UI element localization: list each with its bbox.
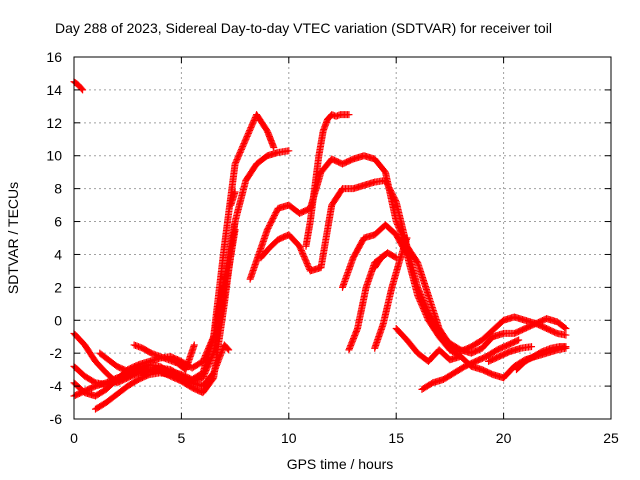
data-point (528, 343, 536, 351)
x-tick-label: 5 (178, 430, 186, 446)
axis-ticks: 0 5 10 15 20 25 -6 -4 -2 0 2 4 6 8 10 12 14 16 (46, 49, 619, 446)
series-arc-18 (418, 336, 523, 393)
y-tick-label: 4 (54, 246, 62, 262)
data-point (457, 352, 465, 360)
y-tick-label: -2 (50, 345, 63, 361)
data-points (70, 78, 570, 413)
y-tick-label: -4 (50, 378, 63, 394)
y-tick-label: 6 (54, 214, 62, 230)
data-point (270, 144, 278, 151)
data-point (562, 325, 570, 332)
data-point (231, 188, 239, 196)
series-arc-8 (130, 341, 198, 374)
data-point (562, 343, 570, 351)
series-arc-12 (302, 111, 353, 250)
y-tick-label: 10 (46, 148, 62, 164)
chart-title: Day 288 of 2023, Sidereal Day-to-day VTE… (55, 20, 552, 36)
y-tick-label: -6 (50, 411, 63, 427)
data-point (513, 337, 521, 345)
y-tick-label: 16 (46, 49, 62, 65)
data-point (391, 196, 399, 204)
data-point (79, 86, 87, 94)
x-tick-label: 25 (603, 430, 619, 446)
series-arc-16 (371, 234, 411, 352)
data-point (403, 234, 411, 242)
y-tick-label: 2 (54, 279, 62, 295)
y-tick-label: 12 (46, 115, 62, 131)
data-point (225, 346, 233, 354)
series-arc-15 (371, 249, 400, 272)
data-point (345, 111, 353, 119)
data-point (224, 345, 232, 353)
data-point (78, 85, 86, 93)
y-tick-label: 8 (54, 181, 62, 197)
x-tick-label: 0 (70, 430, 78, 446)
series-arc-20 (512, 343, 570, 374)
series-arc-19 (485, 343, 536, 365)
x-tick-label: 10 (281, 430, 297, 446)
x-axis-title: GPS time / hours (287, 456, 394, 472)
data-point (561, 324, 569, 332)
data-point (562, 331, 570, 339)
data-point (177, 372, 185, 380)
series-arc-7 (96, 349, 185, 380)
data-point (231, 218, 239, 226)
data-point (209, 334, 217, 342)
series-arc-17 (392, 325, 465, 365)
data-point (391, 253, 399, 261)
data-point (209, 351, 217, 359)
x-tick-label: 15 (388, 430, 404, 446)
series-arc-6 (91, 341, 233, 413)
x-tick-label: 20 (496, 430, 512, 446)
series-arc-9 (227, 188, 239, 209)
data-point (190, 341, 198, 349)
y-axis-title: SDTVAR / TECUs (5, 182, 21, 294)
y-tick-label: 14 (46, 82, 62, 98)
data-point (176, 371, 184, 379)
data-point (285, 147, 293, 155)
data-point (515, 336, 523, 344)
plot-frame (73, 56, 612, 420)
y-tick-label: 0 (54, 312, 62, 328)
